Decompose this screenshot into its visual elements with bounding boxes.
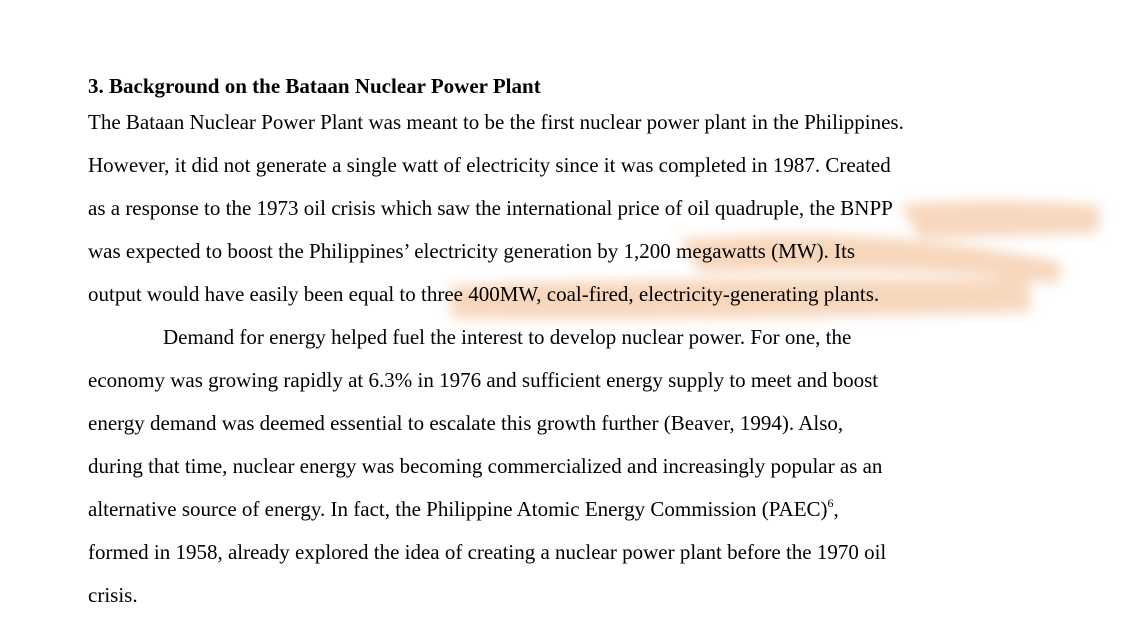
document-body: 3. Background on the Bataan Nuclear Powe… — [88, 73, 1088, 617]
text-line: alternative source of energy. In fact, t… — [88, 488, 1088, 531]
text-line: formed in 1958, already explored the ide… — [88, 540, 887, 564]
punctuation: , — [833, 497, 839, 521]
text-line: output would have easily been equal to t… — [88, 282, 880, 306]
text-line: The Bataan Nuclear Power Plant was meant… — [88, 110, 904, 134]
text-line: crisis. — [88, 583, 138, 607]
text-line: during that time, nuclear energy was bec… — [88, 454, 883, 478]
text-line: economy was growing rapidly at 6.3% in 1… — [88, 368, 879, 392]
section-heading: 3. Background on the Bataan Nuclear Powe… — [88, 74, 541, 98]
text-line: was expected to boost the Philippines’ e… — [88, 239, 856, 263]
text-line-content: alternative source of energy. In fact, t… — [88, 497, 828, 521]
text-line: energy demand was deemed essential to es… — [88, 411, 844, 435]
paragraph-2: Demand for energy helped fuel the intere… — [88, 316, 1088, 617]
footnote-reference[interactable]: 6 — [827, 496, 834, 510]
paragraph-1: The Bataan Nuclear Power Plant was meant… — [88, 101, 1088, 316]
text-line: However, it did not generate a single wa… — [88, 153, 891, 177]
text-line: Demand for energy helped fuel the intere… — [163, 325, 852, 349]
text-line: as a response to the 1973 oil crisis whi… — [88, 196, 893, 220]
